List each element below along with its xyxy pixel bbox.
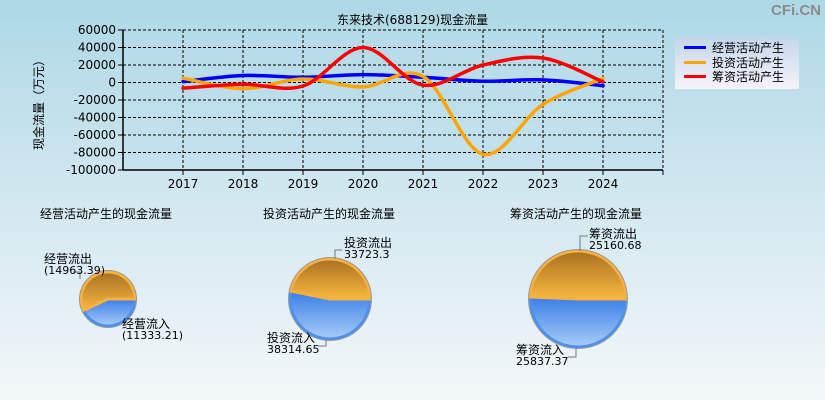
svg-text:2017: 2017 — [168, 177, 199, 191]
pie-label-financing-out: 筹资流出 25160.68 — [589, 227, 642, 252]
pie-financing — [528, 249, 628, 349]
pie-label-investing-out: 投资流出 33723.3 — [344, 236, 393, 261]
legend: 经营活动产生 投资活动产生 筹资活动产生 — [675, 37, 799, 89]
investing-out-label: 投资流出 — [344, 236, 393, 250]
pie-slice-inflow — [288, 289, 372, 341]
legend-swatch-investing — [684, 60, 706, 64]
svg-text:40000: 40000 — [78, 41, 116, 55]
operating-in-label: 经营流入 — [122, 317, 171, 331]
svg-text:-40000: -40000 — [73, 111, 116, 125]
operating-out-label: 经营流出 — [44, 252, 93, 266]
pie-operating — [79, 270, 137, 328]
pie-label-operating-out: 经营流出 (14963.39) — [44, 252, 106, 277]
svg-text:-100000: -100000 — [66, 163, 116, 177]
pie-title-financing: 筹资活动产生的现金流量 — [510, 207, 643, 221]
svg-text:2018: 2018 — [228, 177, 259, 191]
line-chart: 60000 40000 20000 0 -20000 -40000 -60000 -80000… — [66, 23, 664, 191]
pie-label-financing-in: 筹资流入 25837.37 — [516, 343, 569, 368]
svg-text:2023: 2023 — [528, 177, 559, 191]
svg-text:2022: 2022 — [468, 177, 499, 191]
legend-label-financing: 筹资活动产生 — [712, 69, 785, 84]
pie-title-investing: 投资活动产生的现金流量 — [263, 207, 396, 221]
svg-text:60000: 60000 — [78, 23, 116, 37]
financing-out-value: 25160.68 — [589, 239, 642, 252]
line-chart-title: 东来技术(688129)现金流量 — [337, 13, 489, 27]
financing-out-label: 筹资流出 — [589, 227, 638, 241]
pie-label-investing-in: 投资流入 38314.65 — [267, 331, 320, 356]
pie-title-operating: 经营活动产生的现金流量 — [40, 207, 173, 221]
financing-in-value: 25837.37 — [516, 355, 569, 368]
series-line-1 — [181, 71, 605, 157]
svg-text:0: 0 — [108, 76, 116, 90]
pie-label-operating-in: 经营流入 (11333.21) — [122, 317, 184, 342]
investing-out-value: 33723.3 — [344, 248, 390, 261]
svg-text:2024: 2024 — [588, 177, 619, 191]
legend-item-investing: 投资活动产生 — [684, 55, 785, 70]
legend-item-operating: 经营活动产生 — [684, 40, 785, 55]
operating-in-value: (11333.21) — [122, 329, 184, 342]
legend-swatch-financing — [684, 74, 706, 78]
svg-text:-20000: -20000 — [73, 93, 116, 107]
svg-text:-60000: -60000 — [73, 128, 116, 142]
investing-in-value: 38314.65 — [267, 343, 320, 356]
pie-slice-outflow — [528, 249, 628, 301]
legend-label-investing: 投资活动产生 — [712, 55, 785, 70]
legend-item-financing: 筹资活动产生 — [684, 69, 785, 84]
pie-slice-inflow — [528, 295, 628, 349]
investing-in-label: 投资流入 — [267, 331, 316, 345]
svg-text:-80000: -80000 — [73, 146, 116, 160]
legend-label-operating: 经营活动产生 — [712, 40, 785, 55]
series-line-2 — [181, 45, 605, 91]
pie-charts — [73, 235, 628, 358]
watermark: CFi.CN — [771, 2, 821, 19]
operating-out-value: (14963.39) — [44, 264, 106, 277]
pie-slice-outflow — [289, 257, 372, 301]
svg-text:2020: 2020 — [348, 177, 379, 191]
svg-text:2021: 2021 — [408, 177, 439, 191]
svg-text:20000: 20000 — [78, 58, 116, 72]
pie-slice-outflow — [79, 270, 137, 313]
pie-investing — [288, 257, 372, 341]
legend-swatch-operating — [684, 45, 706, 49]
svg-text:2019: 2019 — [288, 177, 319, 191]
financing-in-label: 筹资流入 — [516, 343, 565, 357]
